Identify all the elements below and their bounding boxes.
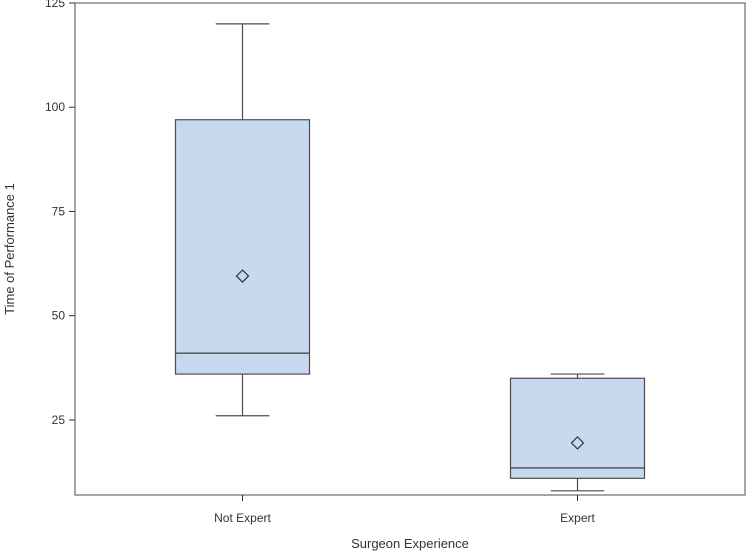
x-tick-label: Expert [560, 511, 595, 525]
x-axis-title: Surgeon Experience [351, 536, 469, 551]
x-axis: Not Expert Expert [214, 495, 596, 525]
box-not-expert [174, 23, 311, 417]
y-tick-label: 50 [52, 309, 66, 323]
mean-marker [570, 436, 585, 450]
box-expert [509, 373, 646, 492]
y-tick-label: 75 [52, 204, 66, 218]
box-series [174, 23, 646, 492]
y-axis: 25 50 75 100 125 [45, 0, 75, 427]
y-tick-label: 100 [45, 100, 65, 114]
iqr-box [174, 119, 311, 375]
y-tick-label: 25 [52, 413, 66, 427]
y-tick-label: 125 [45, 0, 65, 10]
y-axis-title: Time of Performance 1 [2, 183, 17, 315]
iqr-box [509, 377, 646, 479]
mean-marker [235, 269, 250, 283]
x-tick-label: Not Expert [214, 511, 271, 525]
